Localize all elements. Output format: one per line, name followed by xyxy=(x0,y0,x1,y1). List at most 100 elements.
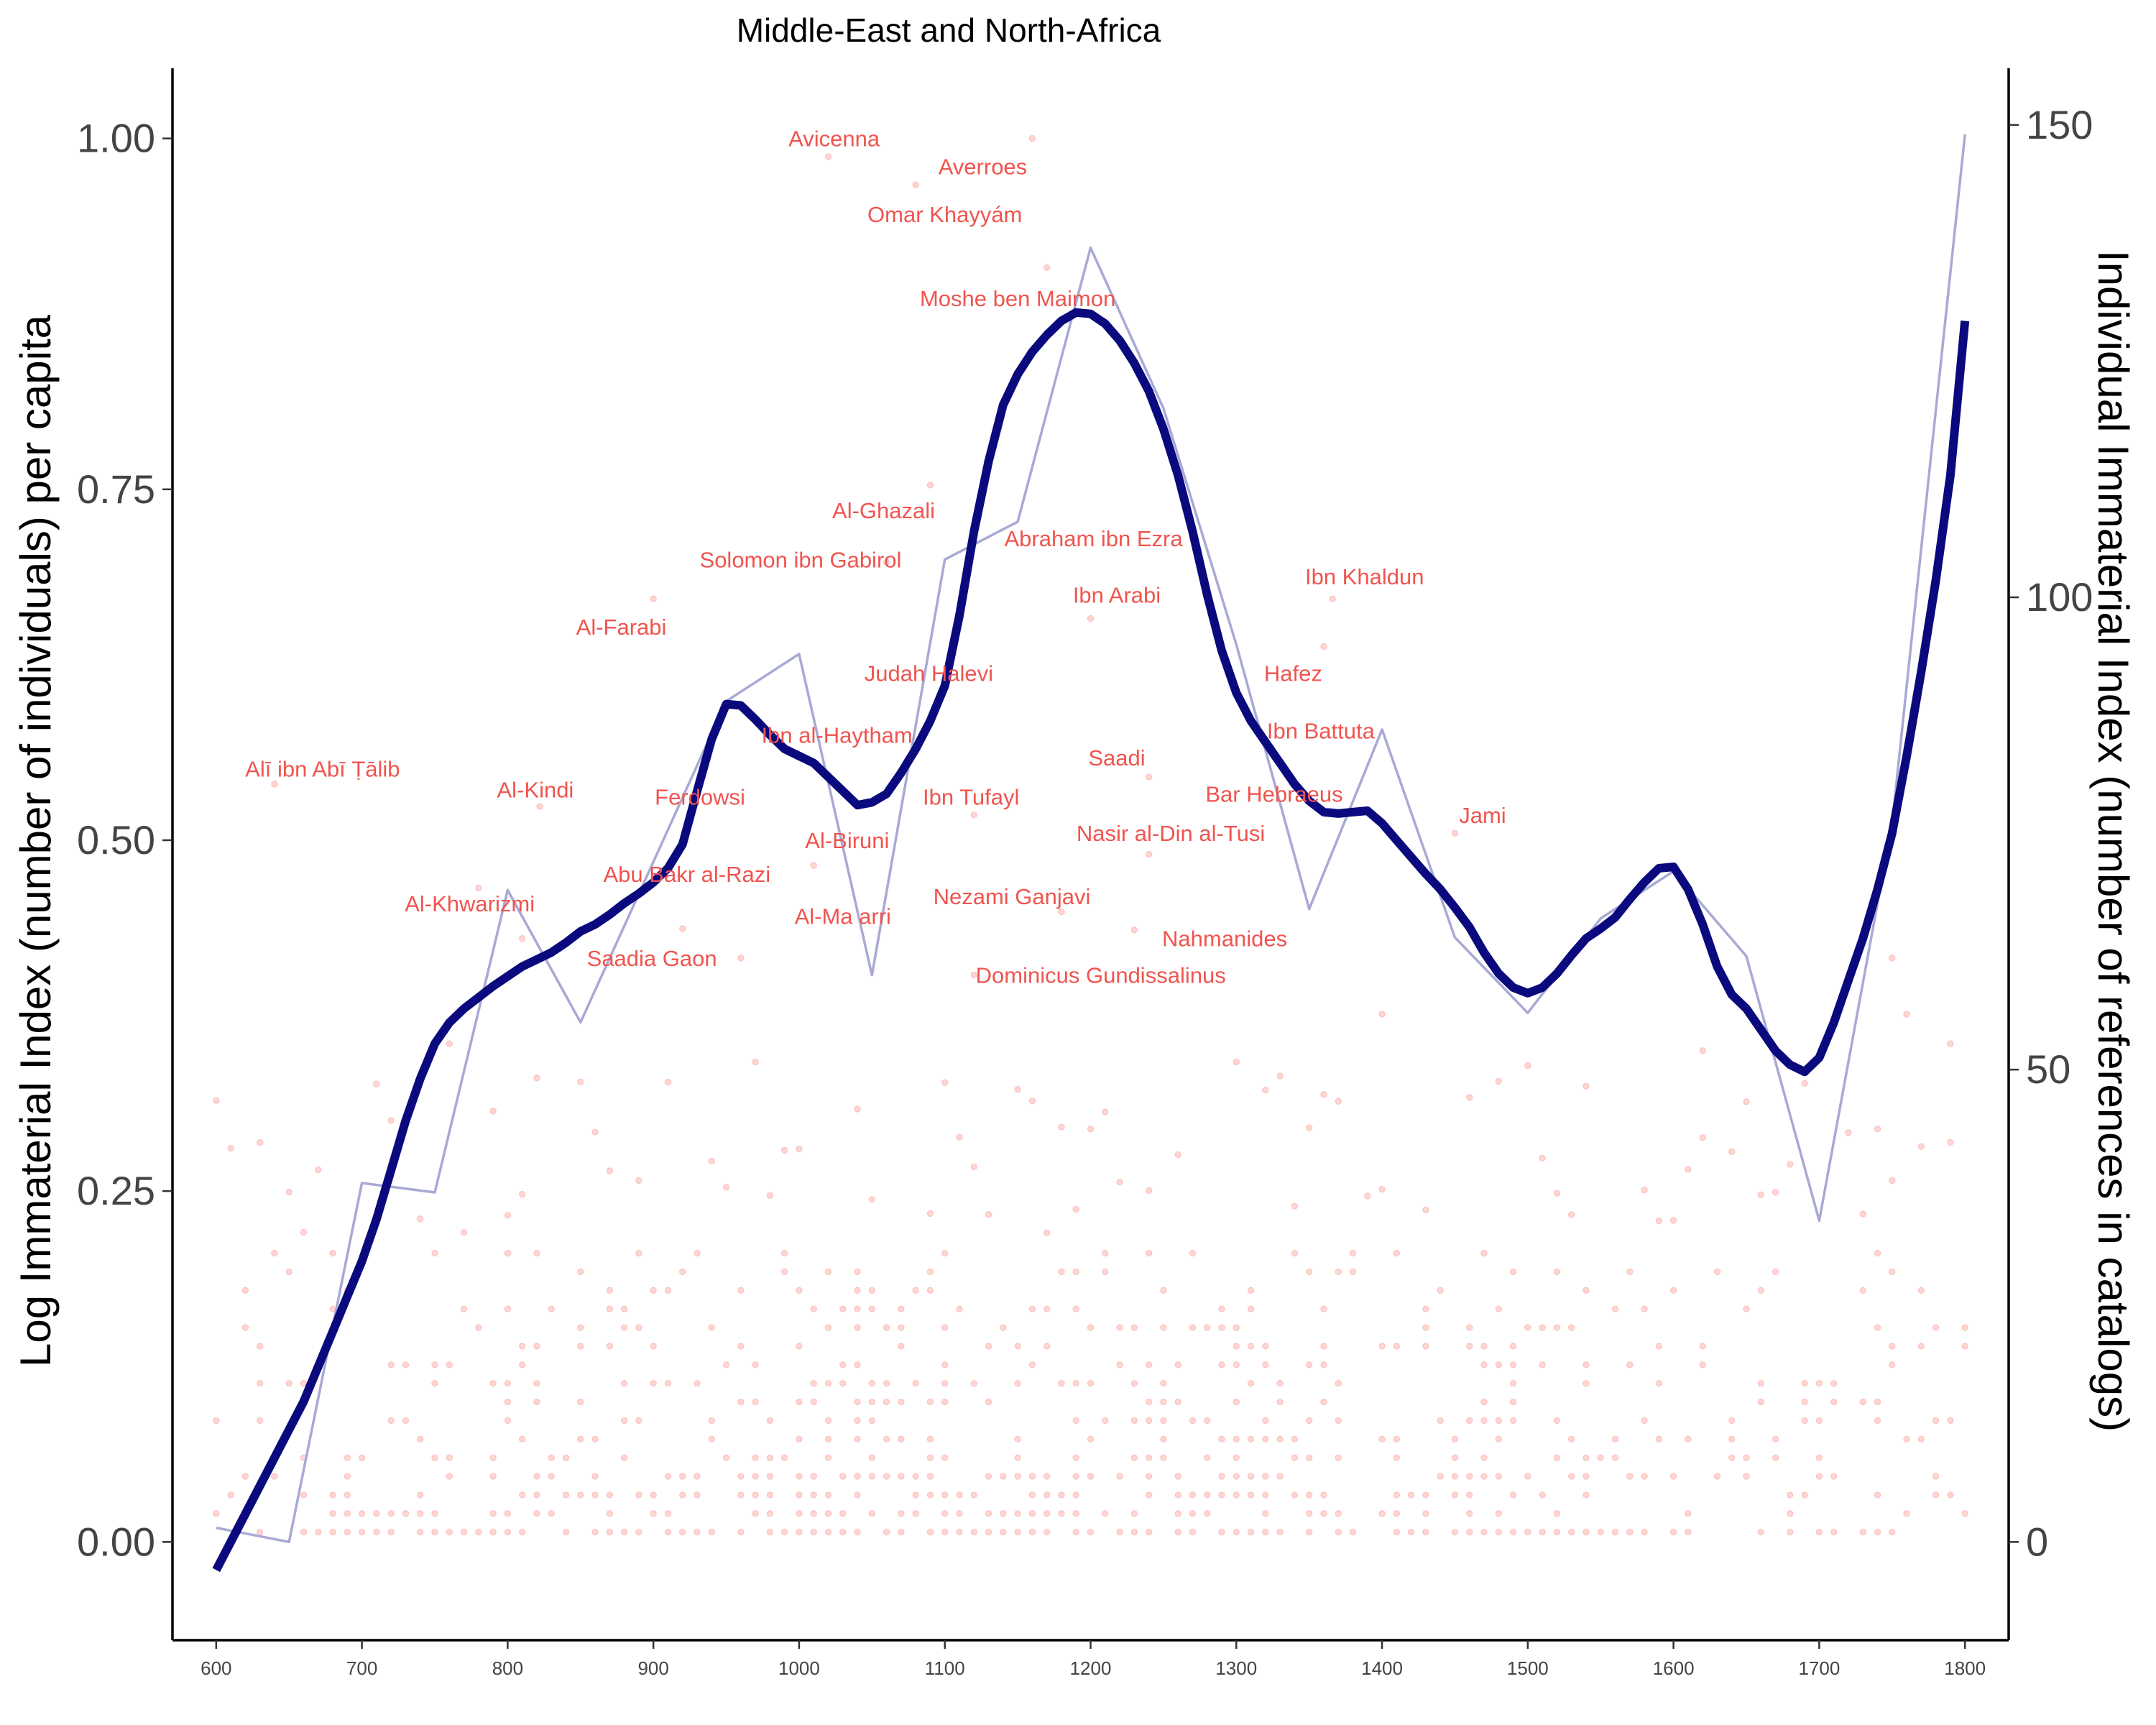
scatter-point xyxy=(1495,1473,1502,1480)
scatter-point xyxy=(1553,1417,1561,1425)
scatter-point xyxy=(926,1454,934,1461)
scatter-point xyxy=(1437,1473,1444,1480)
scatter-point xyxy=(1014,1085,1021,1093)
scatter-point xyxy=(926,1287,934,1294)
scatter-point xyxy=(868,1305,876,1312)
scatter-point xyxy=(810,1528,817,1536)
scatter-point xyxy=(810,1491,817,1499)
scatter-point xyxy=(708,1528,715,1536)
scatter-point xyxy=(1320,1398,1327,1406)
scatter-point xyxy=(1028,1305,1036,1312)
annotation-label: Ibn al-Haytham xyxy=(762,723,913,748)
scatter-point xyxy=(1276,1379,1284,1387)
scatter-point xyxy=(489,1379,497,1387)
scatter-point xyxy=(1393,1249,1401,1257)
scatter-point xyxy=(1393,1435,1401,1443)
scatter-point xyxy=(679,1268,686,1276)
scatter-point xyxy=(1917,1435,1925,1443)
scatter-point xyxy=(694,1528,701,1536)
scatter-point xyxy=(664,1078,672,1086)
scatter-point xyxy=(1218,1305,1225,1312)
scatter-point xyxy=(1305,1454,1313,1461)
scatter-point xyxy=(694,1473,701,1480)
scatter-point xyxy=(635,1324,642,1331)
scatter-point xyxy=(562,1491,570,1499)
scatter-point xyxy=(1728,1435,1736,1443)
scatter-point xyxy=(898,1528,905,1536)
scatter-point xyxy=(1567,1211,1575,1218)
scatter-point xyxy=(839,1528,847,1536)
scatter-point xyxy=(300,1228,308,1236)
scatter-point xyxy=(373,1510,380,1517)
scatter-point xyxy=(737,1473,745,1480)
scatter-point xyxy=(985,1210,992,1218)
scatter-point xyxy=(1815,1379,1823,1387)
scatter-point xyxy=(941,1379,949,1387)
scatter-point xyxy=(1393,1491,1401,1499)
annotation-label: Ibn Khaldun xyxy=(1305,564,1424,589)
scatter-point xyxy=(708,1157,715,1165)
scatter-point xyxy=(1407,1528,1415,1536)
y-axis-label: Log Immaterial Index (number of individu… xyxy=(11,314,60,1367)
scatter-point xyxy=(1291,1249,1299,1257)
scatter-point xyxy=(1626,1528,1634,1536)
scatter-point xyxy=(1874,1324,1881,1331)
scatter-point xyxy=(1553,1324,1561,1331)
scatter-point xyxy=(824,1435,832,1443)
scatter-point xyxy=(810,862,817,869)
scatter-point xyxy=(562,1454,570,1461)
scatter-point xyxy=(1247,1305,1255,1312)
scatter-point xyxy=(796,1398,803,1406)
scatter-point xyxy=(1728,1454,1736,1461)
scatter-point xyxy=(1553,1528,1561,1536)
scatter-point xyxy=(926,1528,934,1536)
scatter-point xyxy=(1233,1324,1240,1331)
scatter-point xyxy=(941,1528,949,1536)
scatter-point xyxy=(796,1435,803,1443)
scatter-point xyxy=(1757,1528,1764,1536)
scatter-point xyxy=(1815,1417,1823,1425)
scatter-point xyxy=(1145,1528,1153,1536)
scatter-point xyxy=(1669,1287,1677,1294)
scatter-point xyxy=(504,1379,512,1387)
y2-tick-label: 150 xyxy=(2026,102,2093,147)
scatter-point xyxy=(1058,1268,1065,1276)
scatter-point xyxy=(1874,1398,1881,1406)
scatter-point xyxy=(868,1417,876,1425)
scatter-point xyxy=(620,1528,628,1536)
scatter-point xyxy=(1349,1249,1357,1257)
scatter-point xyxy=(417,1435,424,1443)
scatter-point xyxy=(1583,1473,1590,1480)
scatter-point xyxy=(1174,1361,1181,1368)
scatter-point xyxy=(1247,1473,1255,1480)
scatter-point xyxy=(1757,1191,1764,1199)
scatter-point xyxy=(1743,1305,1750,1312)
scatter-point xyxy=(1787,1491,1794,1499)
scatter-point xyxy=(518,1190,526,1198)
scatter-point xyxy=(1480,1473,1488,1480)
scatter-point xyxy=(1072,1417,1079,1425)
scatter-point xyxy=(1043,1473,1051,1480)
scatter-point xyxy=(489,1473,497,1480)
scatter-point xyxy=(1087,1528,1095,1536)
scatter-point xyxy=(926,1435,934,1443)
scatter-point xyxy=(1043,1491,1051,1499)
y-tick-label: 0.50 xyxy=(77,817,155,862)
scatter-point xyxy=(241,1324,249,1331)
scatter-point xyxy=(1611,1435,1619,1443)
scatter-point xyxy=(854,1305,861,1312)
scatter-point xyxy=(1087,1435,1095,1443)
scatter-point xyxy=(504,1212,512,1219)
scatter-point xyxy=(796,1528,803,1536)
scatter-point xyxy=(985,1473,992,1480)
x-tick-label: 1800 xyxy=(1944,1657,1986,1679)
scatter-point xyxy=(780,1454,788,1461)
smoothed-series xyxy=(212,308,1970,1573)
scatter-point xyxy=(1291,1491,1299,1499)
scatter-point xyxy=(1772,1268,1779,1276)
scatter-point xyxy=(941,1398,949,1406)
scatter-point xyxy=(1291,1202,1299,1210)
scatter-point xyxy=(1466,1324,1473,1331)
scatter-point xyxy=(315,1528,322,1536)
scatter-point xyxy=(1160,1379,1167,1387)
